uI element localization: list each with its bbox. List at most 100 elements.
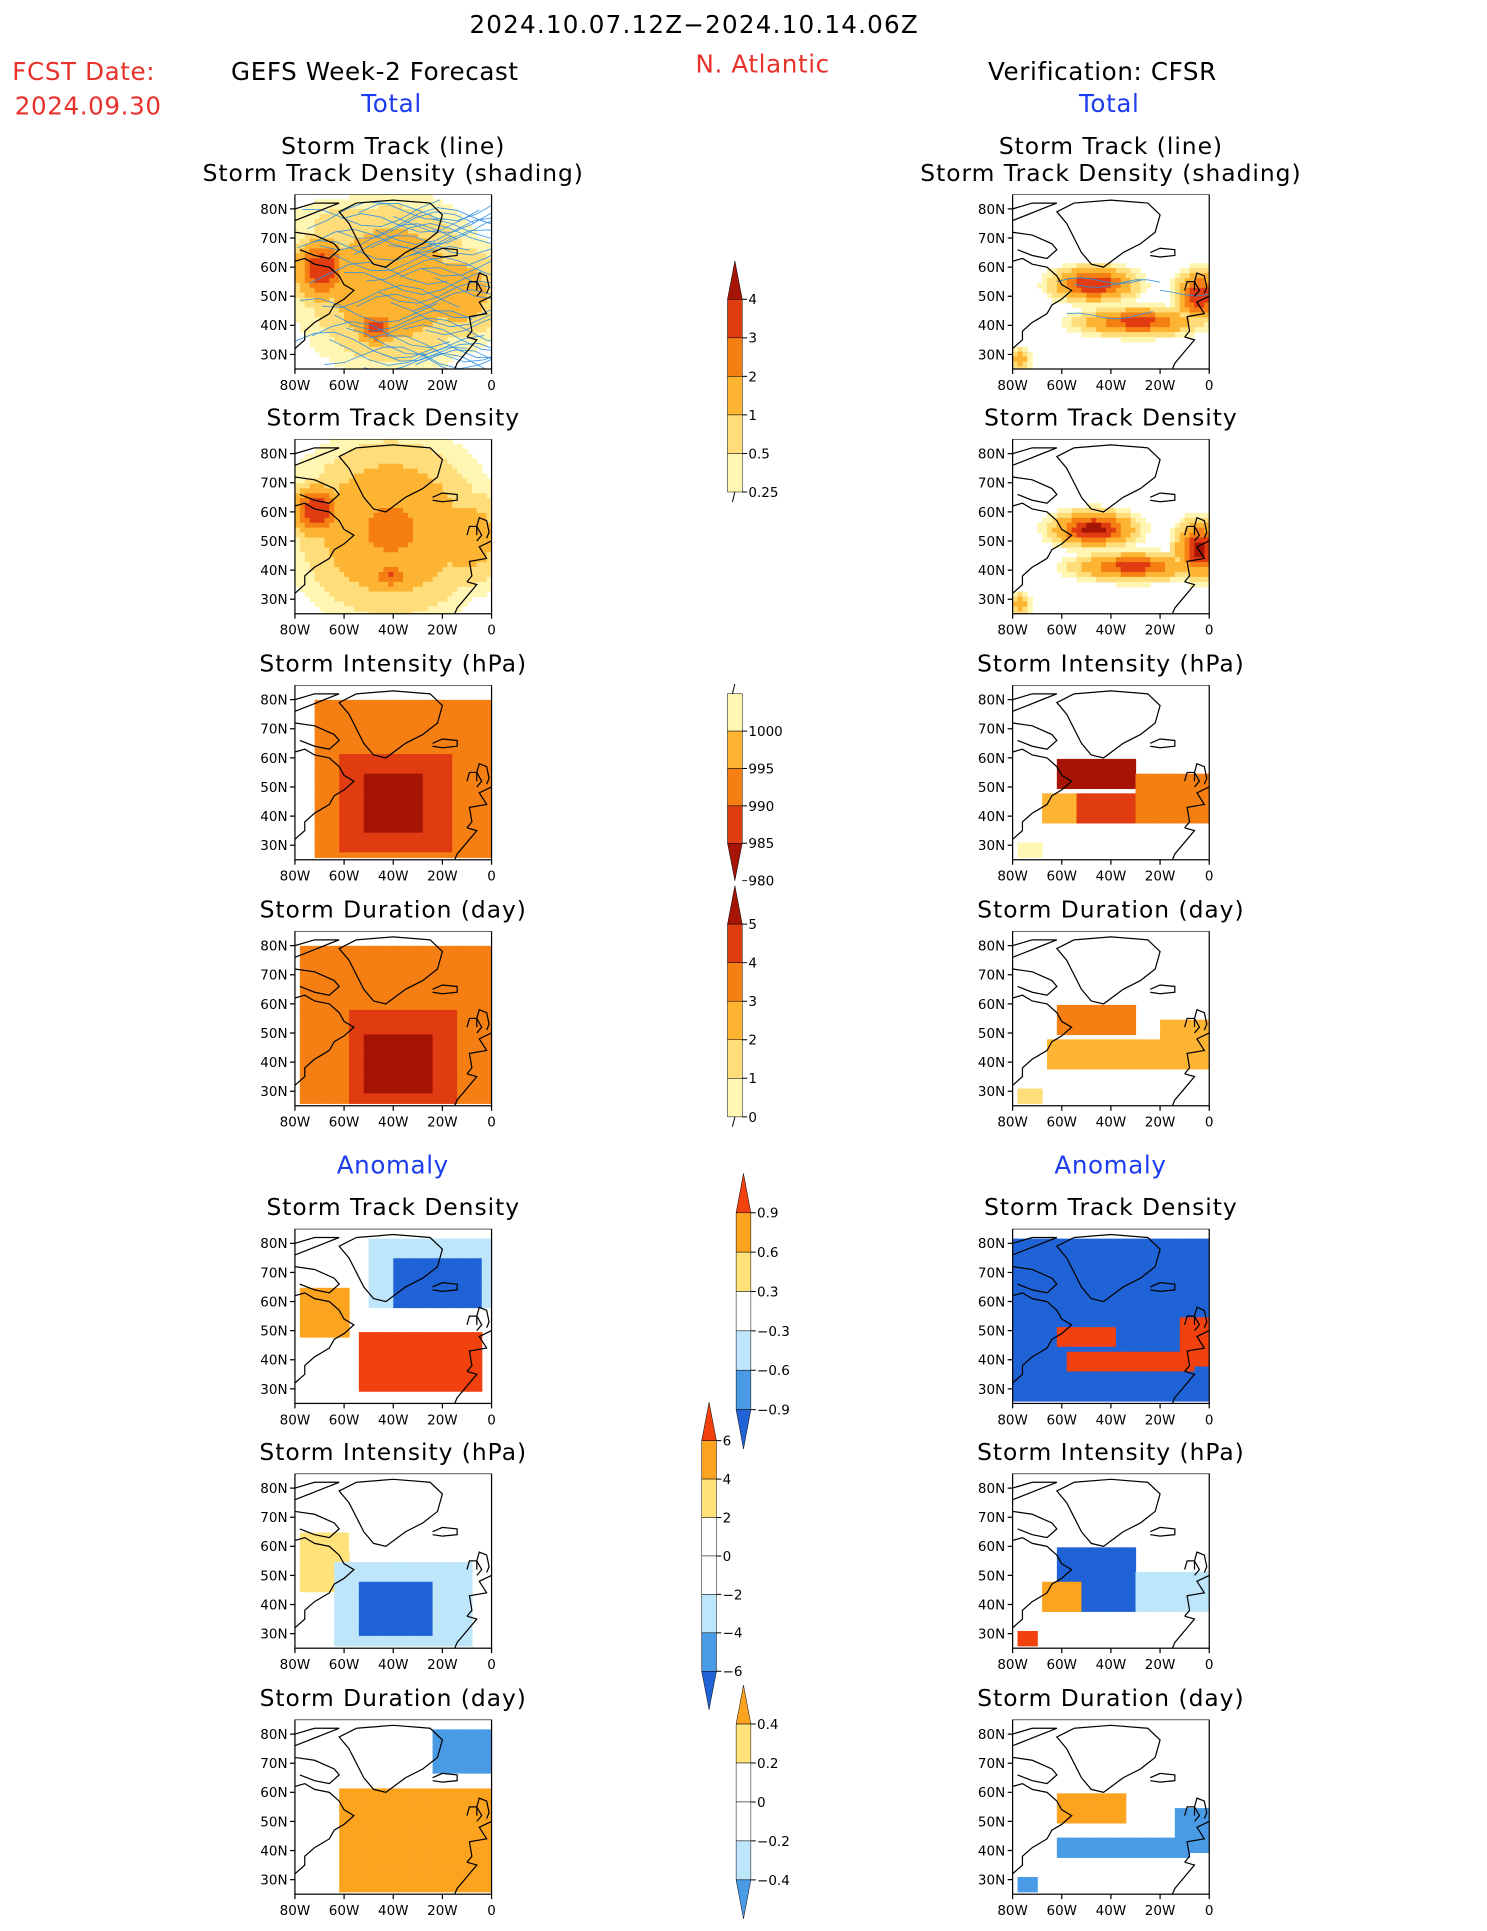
heat-cell <box>344 606 350 612</box>
heat-cell <box>309 527 316 534</box>
heat-cell <box>334 507 340 514</box>
heat-cell <box>349 724 355 731</box>
heat-cell <box>398 562 404 568</box>
heat-cell <box>403 361 409 368</box>
heat-cell <box>1189 322 1196 328</box>
left-anomaly-label: Anomaly <box>336 1150 449 1180</box>
heat-cell <box>407 512 414 519</box>
heat-cell <box>1140 571 1146 578</box>
heat-cell <box>432 366 439 369</box>
heat-cell <box>1115 552 1122 558</box>
heat-cell <box>358 773 365 780</box>
heat-cell <box>422 783 429 790</box>
heat-cell <box>388 704 394 711</box>
heat-cell <box>1066 292 1073 299</box>
heat-cell <box>363 571 370 578</box>
heat-cell <box>466 758 473 765</box>
heat-cell <box>462 258 468 264</box>
storm-track-line <box>380 342 492 362</box>
heat-cell <box>1204 537 1210 544</box>
heat-cell <box>1120 552 1127 558</box>
heat-cell <box>452 576 458 583</box>
heat-cell <box>1155 552 1161 558</box>
heat-cell <box>1101 277 1107 284</box>
heat-cell <box>1076 322 1083 328</box>
heat-cell <box>1174 297 1181 304</box>
heat-cell <box>353 263 360 269</box>
heat-cell <box>358 808 365 814</box>
heat-cell <box>334 214 340 220</box>
heat-cell <box>1120 327 1127 333</box>
heat-cell <box>358 322 365 328</box>
heat-cell <box>304 498 311 504</box>
heat-cell <box>403 478 409 485</box>
heat-cell <box>481 847 488 854</box>
heat-cell <box>1155 778 1161 785</box>
heat-cell <box>1145 773 1151 780</box>
heat-cell <box>393 448 399 455</box>
heat-cell <box>481 778 488 785</box>
heat-cell <box>324 277 330 284</box>
heat-cell <box>358 507 365 514</box>
heat-cell <box>294 277 301 284</box>
heat-cell <box>486 302 492 309</box>
heat-cell <box>1140 567 1146 573</box>
heat-cell <box>1071 297 1078 304</box>
y-tick-label: 80N <box>260 202 287 218</box>
heat-cell <box>344 749 350 755</box>
heat-cell <box>486 277 492 284</box>
heat-cell <box>1110 532 1117 539</box>
heat-cell <box>1174 282 1181 289</box>
heat-cell <box>437 297 444 304</box>
heat-cell <box>481 837 488 844</box>
heat-cell <box>368 793 375 799</box>
heat-cell <box>1066 532 1073 539</box>
heat-cell <box>466 724 473 731</box>
heat-cell <box>353 248 360 254</box>
heat-cell <box>373 768 380 775</box>
heat-cell <box>363 194 370 200</box>
heat-cell <box>1169 576 1176 583</box>
heat-cell <box>437 808 444 814</box>
heat-cell <box>393 542 399 548</box>
heat-cell <box>1130 547 1137 553</box>
heat-cell <box>1022 366 1028 369</box>
heat-cell <box>353 258 360 264</box>
heat-cell <box>314 788 321 794</box>
heat-cell <box>1056 527 1063 534</box>
heat-cell <box>329 808 335 814</box>
heat-cell <box>373 552 380 558</box>
heat-cell <box>442 803 448 809</box>
coastline <box>1193 272 1208 297</box>
heat-cell <box>349 448 355 455</box>
heat-cell <box>447 753 453 760</box>
heat-cell <box>1071 557 1078 563</box>
heat-cell <box>1130 522 1137 529</box>
heat-cell <box>412 332 419 338</box>
heat-cell <box>324 317 330 323</box>
heat-cell <box>432 552 439 558</box>
heat-cell <box>1066 297 1073 304</box>
heat-cell <box>442 507 448 514</box>
y-tick-label: 60N <box>978 260 1005 276</box>
heat-cell <box>1184 778 1191 785</box>
heat-cell <box>457 317 463 323</box>
heat-cell <box>466 527 473 534</box>
heat-cell <box>1056 758 1063 765</box>
heat-cell <box>471 763 478 770</box>
heat-cell <box>349 263 355 269</box>
heat-cell <box>462 778 468 785</box>
heat-cell <box>447 307 453 314</box>
heat-cell <box>1179 532 1186 539</box>
heat-cell <box>417 581 424 588</box>
heat-cell <box>358 591 365 598</box>
heat-cell <box>1115 778 1122 785</box>
heat-cell <box>398 439 404 445</box>
heat-cell <box>314 218 321 225</box>
heat-cell <box>1012 596 1019 603</box>
heat-cell <box>403 214 409 220</box>
heat-cell <box>339 793 345 799</box>
heat-cell <box>358 522 365 529</box>
heat-cell <box>329 332 335 338</box>
heat-cell <box>368 571 375 578</box>
